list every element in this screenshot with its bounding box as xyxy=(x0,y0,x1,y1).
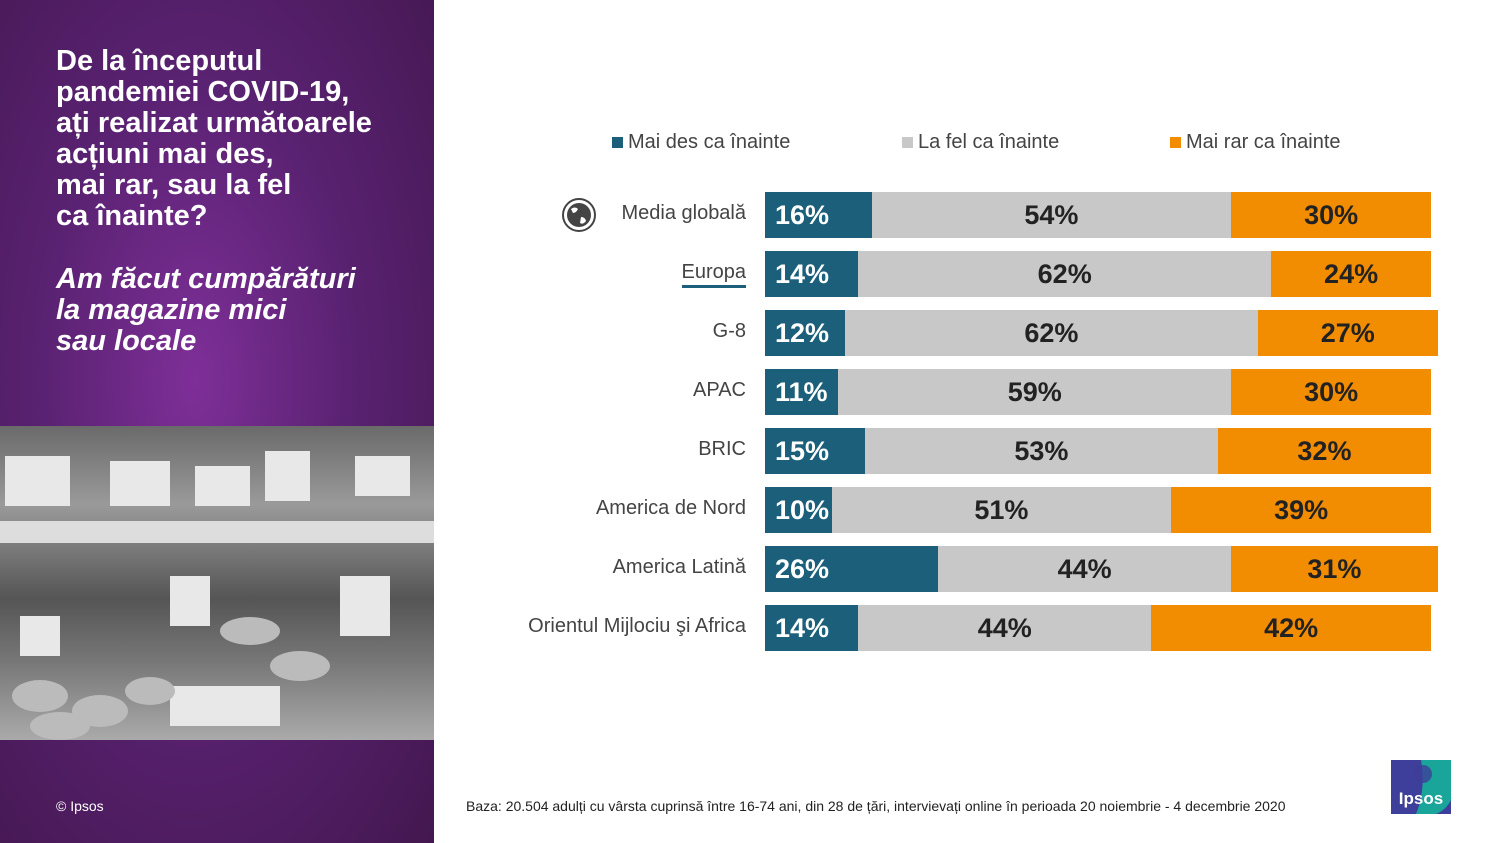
data-label: 53% xyxy=(1014,435,1069,466)
bar-segment: 15% xyxy=(765,428,865,474)
copyright: © Ipsos xyxy=(56,798,104,814)
data-label: 27% xyxy=(1320,317,1375,348)
bar-segment: 14% xyxy=(765,605,859,651)
bar-segment: 27% xyxy=(1257,310,1438,356)
left-panel: De la începutul pandemiei COVID-19, ați … xyxy=(0,0,434,843)
data-label: 31% xyxy=(1307,553,1362,584)
bar-segment: 26% xyxy=(765,546,939,592)
category-label: G-8 xyxy=(712,320,746,342)
legend-label: La fel ca înainte xyxy=(918,131,1060,153)
data-label: 30% xyxy=(1304,376,1359,407)
data-label: 24% xyxy=(1324,258,1379,289)
bar-segment: 62% xyxy=(844,310,1258,356)
category-label: Europa xyxy=(681,261,746,288)
cheese-shop-photo xyxy=(0,426,434,740)
data-label: 44% xyxy=(977,612,1032,643)
data-label: 16% xyxy=(775,199,830,230)
bar-segment: 10% xyxy=(765,487,832,533)
category-label: BRIC xyxy=(698,438,746,460)
data-label: 26% xyxy=(775,553,830,584)
bar-segment: 12% xyxy=(765,310,845,356)
bar-segment: 30% xyxy=(1231,192,1431,238)
legend-swatch xyxy=(612,137,623,148)
globe-icon xyxy=(562,198,596,232)
legend-label: Mai des ca înainte xyxy=(628,131,791,153)
legend-swatch xyxy=(1170,137,1181,148)
data-label: 62% xyxy=(1037,258,1092,289)
bar-segment: 53% xyxy=(864,428,1218,474)
ipsos-logo: Ipsos xyxy=(1391,760,1451,814)
category-label: Orientul Mijlociu şi Africa xyxy=(528,615,746,637)
data-label: 54% xyxy=(1024,199,1079,230)
data-label: 14% xyxy=(775,612,830,643)
data-label: 42% xyxy=(1264,612,1319,643)
category-label: America Latină xyxy=(612,556,746,578)
bar-segment: 11% xyxy=(765,369,839,415)
bar-segment: 62% xyxy=(858,251,1272,297)
bar-segment: 32% xyxy=(1217,428,1431,474)
data-label: 30% xyxy=(1304,199,1359,230)
bar-segment: 44% xyxy=(858,605,1152,651)
data-label: 51% xyxy=(974,494,1029,525)
legend-item-more: Mai des ca înainte xyxy=(612,131,790,154)
bar-segment: 54% xyxy=(871,192,1232,238)
category-label: Media globală xyxy=(621,202,746,224)
bar-segment: 24% xyxy=(1271,251,1431,297)
base-note: Baza: 20.504 adulți cu vârsta cuprinsă î… xyxy=(466,798,1286,814)
legend-swatch xyxy=(902,137,913,148)
legend-label: Mai rar ca înainte xyxy=(1186,131,1341,153)
data-label: 32% xyxy=(1297,435,1352,466)
bar-segment: 42% xyxy=(1151,605,1431,651)
bar-segment: 39% xyxy=(1171,487,1431,533)
category-label: America de Nord xyxy=(595,497,746,519)
data-label: 59% xyxy=(1007,376,1062,407)
bar-segment: 16% xyxy=(765,192,872,238)
category-label: APAC xyxy=(693,379,746,401)
bar-segment: 44% xyxy=(938,546,1232,592)
question-text: De la începutul pandemiei COVID-19, ați … xyxy=(56,45,372,232)
legend-item-less: Mai rar ca înainte xyxy=(1170,131,1341,154)
bar-segment: 31% xyxy=(1231,546,1438,592)
data-label: 62% xyxy=(1024,317,1079,348)
data-label: 10% xyxy=(775,494,830,525)
data-label: 12% xyxy=(775,317,830,348)
bar-segment: 14% xyxy=(765,251,859,297)
data-label: 44% xyxy=(1057,553,1112,584)
data-label: 39% xyxy=(1274,494,1329,525)
legend-item-same: La fel ca înainte xyxy=(902,131,1059,154)
bar-segment: 30% xyxy=(1231,369,1431,415)
bar-segment: 51% xyxy=(831,487,1172,533)
bar-segment: 59% xyxy=(838,369,1232,415)
data-label: 15% xyxy=(775,435,830,466)
subtitle-text: Am făcut cumpărături la magazine mici sa… xyxy=(56,263,356,357)
svg-text:Ipsos: Ipsos xyxy=(1399,789,1443,808)
data-label: 11% xyxy=(775,376,828,407)
data-label: 14% xyxy=(775,258,830,289)
